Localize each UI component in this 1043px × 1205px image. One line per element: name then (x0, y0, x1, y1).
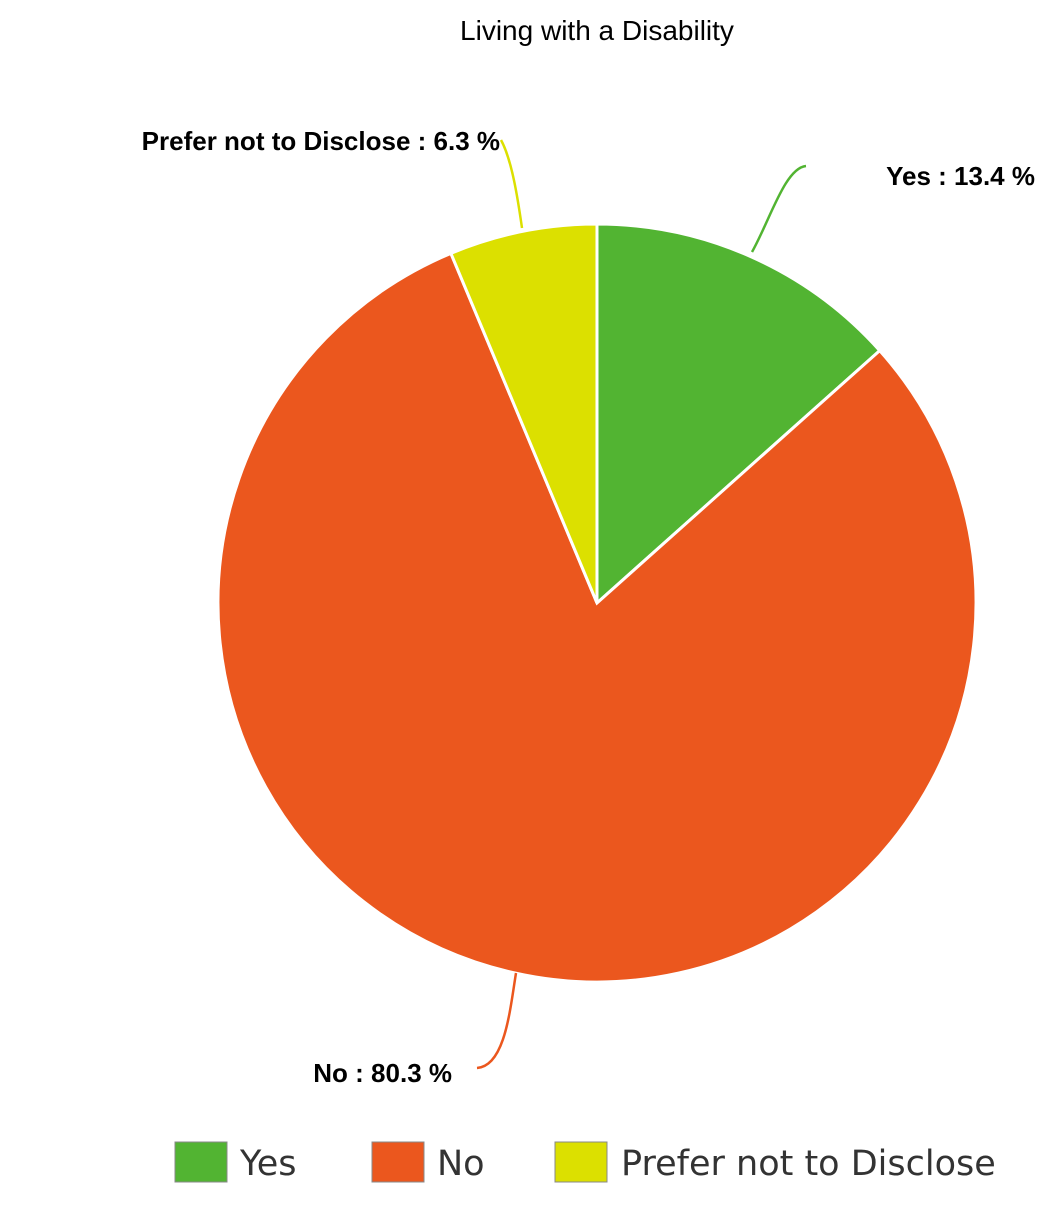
leader-line-yes (750, 164, 807, 253)
leader-line-no (476, 972, 518, 1070)
legend-item-yes[interactable]: Yes (174, 1141, 297, 1184)
data-label-prefer-not-to-disclose: Prefer not to Disclose : 6.3 % (142, 126, 500, 156)
pie-slice-yes[interactable] (595, 222, 882, 607)
legend-item-no[interactable]: No (371, 1141, 485, 1184)
legend-swatch (554, 1141, 608, 1183)
leader-line-prefer-not-to-disclose (499, 139, 524, 229)
pie-slice-no[interactable] (216, 251, 978, 984)
data-label-yes: Yes : 13.4 % (886, 161, 1035, 191)
legend: Yes No Prefer not to Disclose (174, 1141, 996, 1184)
leader-lines (476, 139, 807, 1070)
pie-slices (216, 222, 978, 984)
legend-label: Prefer not to Disclose (621, 1144, 996, 1184)
data-labels: Yes : 13.4 % No : 80.3 % Prefer not to Dis… (142, 126, 1035, 1088)
legend-item-prefer-not-to-disclose[interactable]: Prefer not to Disclose (554, 1141, 996, 1184)
legend-swatch (174, 1141, 228, 1183)
chart-title: Living with a Disability (460, 15, 734, 46)
legend-swatch (371, 1141, 425, 1183)
pie-slice-prefer-not-to-disclose[interactable] (448, 222, 599, 604)
legend-label: Yes (239, 1144, 297, 1184)
data-label-no: No : 80.3 % (313, 1058, 452, 1088)
legend-label: No (437, 1144, 485, 1184)
